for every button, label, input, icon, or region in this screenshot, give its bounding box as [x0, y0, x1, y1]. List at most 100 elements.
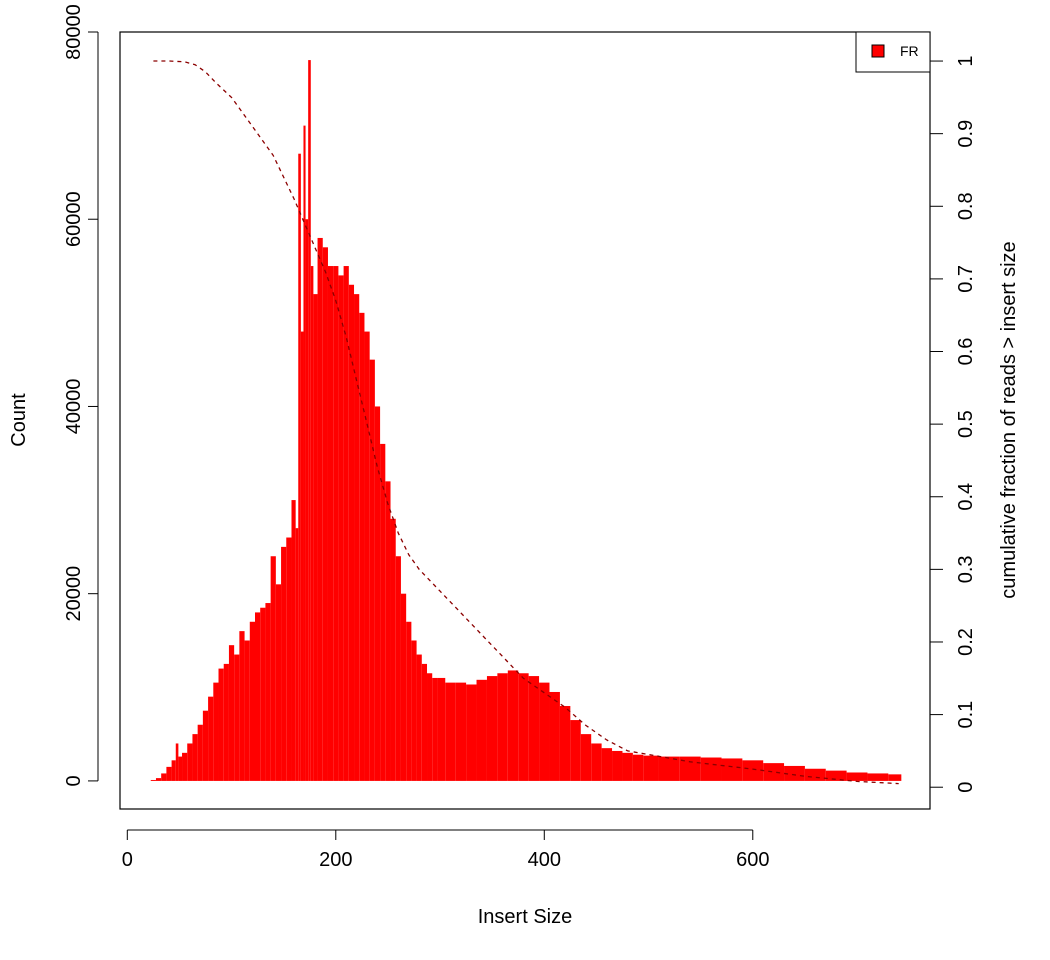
y2-tick-label: 0.2: [955, 628, 977, 656]
histogram-bar: [305, 219, 309, 781]
histogram-bar: [275, 584, 282, 781]
y2-tick-label: 0.7: [955, 265, 977, 293]
histogram-bar: [228, 645, 235, 781]
histogram-bar: [632, 754, 644, 781]
histogram-bar: [249, 621, 255, 781]
y2-tick-label: 1: [955, 55, 977, 66]
histogram-bar: [763, 763, 785, 781]
histogram-bar: [437, 677, 446, 781]
histogram-bar: [291, 500, 296, 781]
histogram-bar: [421, 663, 428, 781]
histogram-bar: [359, 312, 365, 781]
histogram-bar: [380, 443, 386, 781]
histogram-bar: [497, 673, 508, 781]
histogram-bar: [395, 556, 401, 781]
histogram-bar: [298, 153, 301, 781]
histogram-bar: [612, 750, 623, 781]
legend-label-fr: FR: [900, 43, 919, 59]
histogram-bar: [867, 773, 889, 781]
histogram-bar: [369, 359, 375, 781]
x-tick-label: 0: [122, 849, 133, 871]
legend-swatch-fr: [871, 44, 885, 58]
y-tick-label: 0: [63, 775, 85, 786]
y-axis-label: Count: [8, 393, 30, 447]
y-tick-label: 40000: [63, 379, 85, 435]
histogram-bar: [385, 481, 391, 781]
histogram-bar: [171, 760, 176, 781]
histogram-bar: [213, 682, 219, 781]
histogram-bar: [427, 673, 433, 781]
x-tick-label: 400: [528, 849, 561, 871]
histogram-bar: [570, 720, 581, 781]
y2-tick-label: 0.6: [955, 338, 977, 366]
histogram-bar: [300, 331, 304, 781]
histogram-bar: [445, 682, 456, 781]
histogram-bar: [622, 752, 633, 781]
y-tick-label: 20000: [63, 566, 85, 622]
histogram-bar: [411, 640, 417, 781]
histogram-bar: [244, 640, 250, 781]
histogram-bar: [507, 670, 519, 781]
y2-tick-label: 0.4: [955, 483, 977, 511]
y2-tick-label: 0.3: [955, 555, 977, 583]
histogram-bar: [580, 734, 592, 781]
histogram-bar: [308, 60, 311, 781]
histogram-bar: [348, 284, 355, 781]
histogram-bar: [317, 237, 323, 781]
legend: FR: [855, 31, 931, 73]
histogram-bar: [281, 546, 287, 781]
histogram-bar: [322, 247, 328, 781]
histogram-bar: [208, 696, 214, 781]
y-axis: 0 20000 40000 60000 80000: [63, 4, 99, 786]
histogram-bar: [825, 770, 847, 781]
histogram-bar: [486, 676, 498, 781]
histogram-bar: [416, 654, 422, 781]
histogram-bar: [406, 621, 412, 781]
x-tick-label: 200: [319, 849, 352, 871]
histogram-bar: [591, 743, 602, 781]
histogram-bar: [255, 612, 261, 781]
histogram-bar: [476, 679, 487, 781]
histogram-bar: [432, 677, 438, 781]
histogram-bar: [400, 593, 407, 781]
y2-tick-label: 0.1: [955, 701, 977, 729]
x-tick-label: 600: [736, 849, 769, 871]
y2-tick-label: 0: [955, 782, 977, 793]
histogram-bar: [192, 734, 198, 781]
histogram-bar: [721, 758, 743, 781]
histogram-bar: [888, 774, 902, 781]
histogram-bar: [187, 743, 193, 781]
histogram-bar: [518, 673, 529, 781]
histogram-bar: [150, 779, 156, 781]
histogram-bar: [374, 406, 381, 781]
histogram-bar: [310, 266, 314, 781]
y-tick-label: 80000: [63, 4, 85, 60]
histogram-bar: [166, 766, 172, 781]
histogram-bar: [155, 778, 162, 781]
histogram-bar: [343, 266, 349, 781]
histogram-bar: [784, 765, 805, 781]
x-axis: 0 200 400 600: [122, 829, 769, 871]
y2-tick-label: 0.5: [955, 410, 977, 438]
histogram-bar: [303, 125, 306, 781]
histogram-bar: [333, 266, 339, 781]
histogram-bar: [265, 603, 271, 781]
histogram-bar: [286, 537, 292, 781]
y2-axis: 0 0.1 0.2 0.3 0.4 0.5 0.6 0.7 0.8 0.9 1: [929, 55, 977, 793]
histogram-bars: [150, 60, 902, 781]
histogram-bar: [700, 757, 722, 781]
histogram-bar: [601, 748, 613, 781]
histogram-bar: [658, 756, 680, 781]
histogram-bar: [390, 518, 396, 781]
histogram-bar: [182, 752, 188, 781]
histogram-bar: [223, 663, 229, 781]
histogram-bar: [742, 760, 764, 781]
histogram-bar: [260, 607, 266, 781]
histogram-bar: [846, 772, 868, 781]
histogram-bar: [234, 654, 240, 781]
histogram-bar: [161, 773, 167, 781]
histogram-bar: [549, 691, 560, 781]
histogram-bar: [354, 294, 360, 781]
histogram-bar: [218, 668, 224, 781]
